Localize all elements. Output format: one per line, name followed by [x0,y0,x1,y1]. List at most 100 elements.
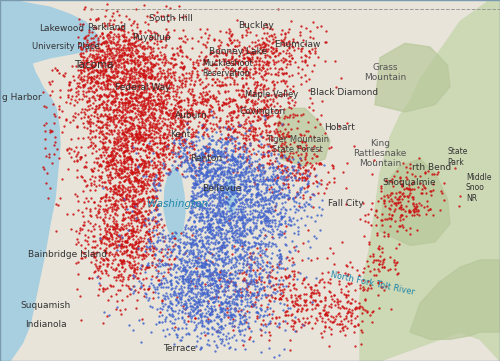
Point [216,165,224,171]
Point [216,57,224,62]
Point [180,264,188,270]
Point [244,127,252,132]
Point [80,68,88,74]
Point [200,243,208,249]
Point [214,174,222,179]
Point [149,61,157,67]
Point [188,286,196,292]
Polygon shape [380,159,450,245]
Point [87,180,95,186]
Point [139,50,147,56]
Point [311,45,319,51]
Point [277,221,285,227]
Point [190,183,198,188]
Point [192,192,200,198]
Point [195,298,203,304]
Point [110,59,118,65]
Point [204,182,212,188]
Point [67,226,75,231]
Point [370,272,378,278]
Point [171,150,179,156]
Point [182,143,190,149]
Point [124,97,132,103]
Point [204,273,212,279]
Point [148,295,156,300]
Point [157,73,165,79]
Point [183,173,191,179]
Point [226,221,234,227]
Point [256,98,264,104]
Point [327,331,335,337]
Point [82,164,90,170]
Point [228,184,235,190]
Point [139,276,147,282]
Point [180,63,188,69]
Point [144,169,152,174]
Point [106,157,114,163]
Point [266,102,274,108]
Point [80,54,88,60]
Point [155,257,163,262]
Point [126,107,134,113]
Point [86,47,94,53]
Point [160,140,168,146]
Point [176,250,184,256]
Point [138,197,146,203]
Point [157,169,165,175]
Point [240,118,248,124]
Point [94,243,102,248]
Point [238,215,246,221]
Point [246,179,254,184]
Point [114,261,122,267]
Point [208,216,216,222]
Point [168,121,176,127]
Point [153,203,161,209]
Point [90,178,98,184]
Point [252,258,260,264]
Point [161,301,169,306]
Point [398,192,406,197]
Point [296,189,304,195]
Point [228,233,236,239]
Point [148,199,156,205]
Point [239,160,247,166]
Point [139,238,147,244]
Point [80,237,88,243]
Point [132,187,140,192]
Point [268,33,276,39]
Point [110,186,118,192]
Point [126,273,134,278]
Point [154,85,162,91]
Point [114,39,122,45]
Point [226,174,234,180]
Point [148,71,156,77]
Point [360,233,368,239]
Point [158,225,166,230]
Point [280,163,288,169]
Point [204,225,212,231]
Point [146,134,154,140]
Point [116,157,124,163]
Point [112,65,120,70]
Point [266,278,274,284]
Point [154,86,162,92]
Point [142,253,150,259]
Point [154,65,162,71]
Point [234,43,241,49]
Point [298,151,306,157]
Point [266,337,274,343]
Point [230,57,237,62]
Point [212,226,220,231]
Point [153,73,161,78]
Point [136,90,144,95]
Point [146,121,154,126]
Point [249,249,257,255]
Point [238,32,246,38]
Point [108,223,116,229]
Point [347,300,355,306]
Point [128,181,136,187]
Point [208,128,216,134]
Point [154,32,162,38]
Point [134,217,142,222]
Point [181,269,189,274]
